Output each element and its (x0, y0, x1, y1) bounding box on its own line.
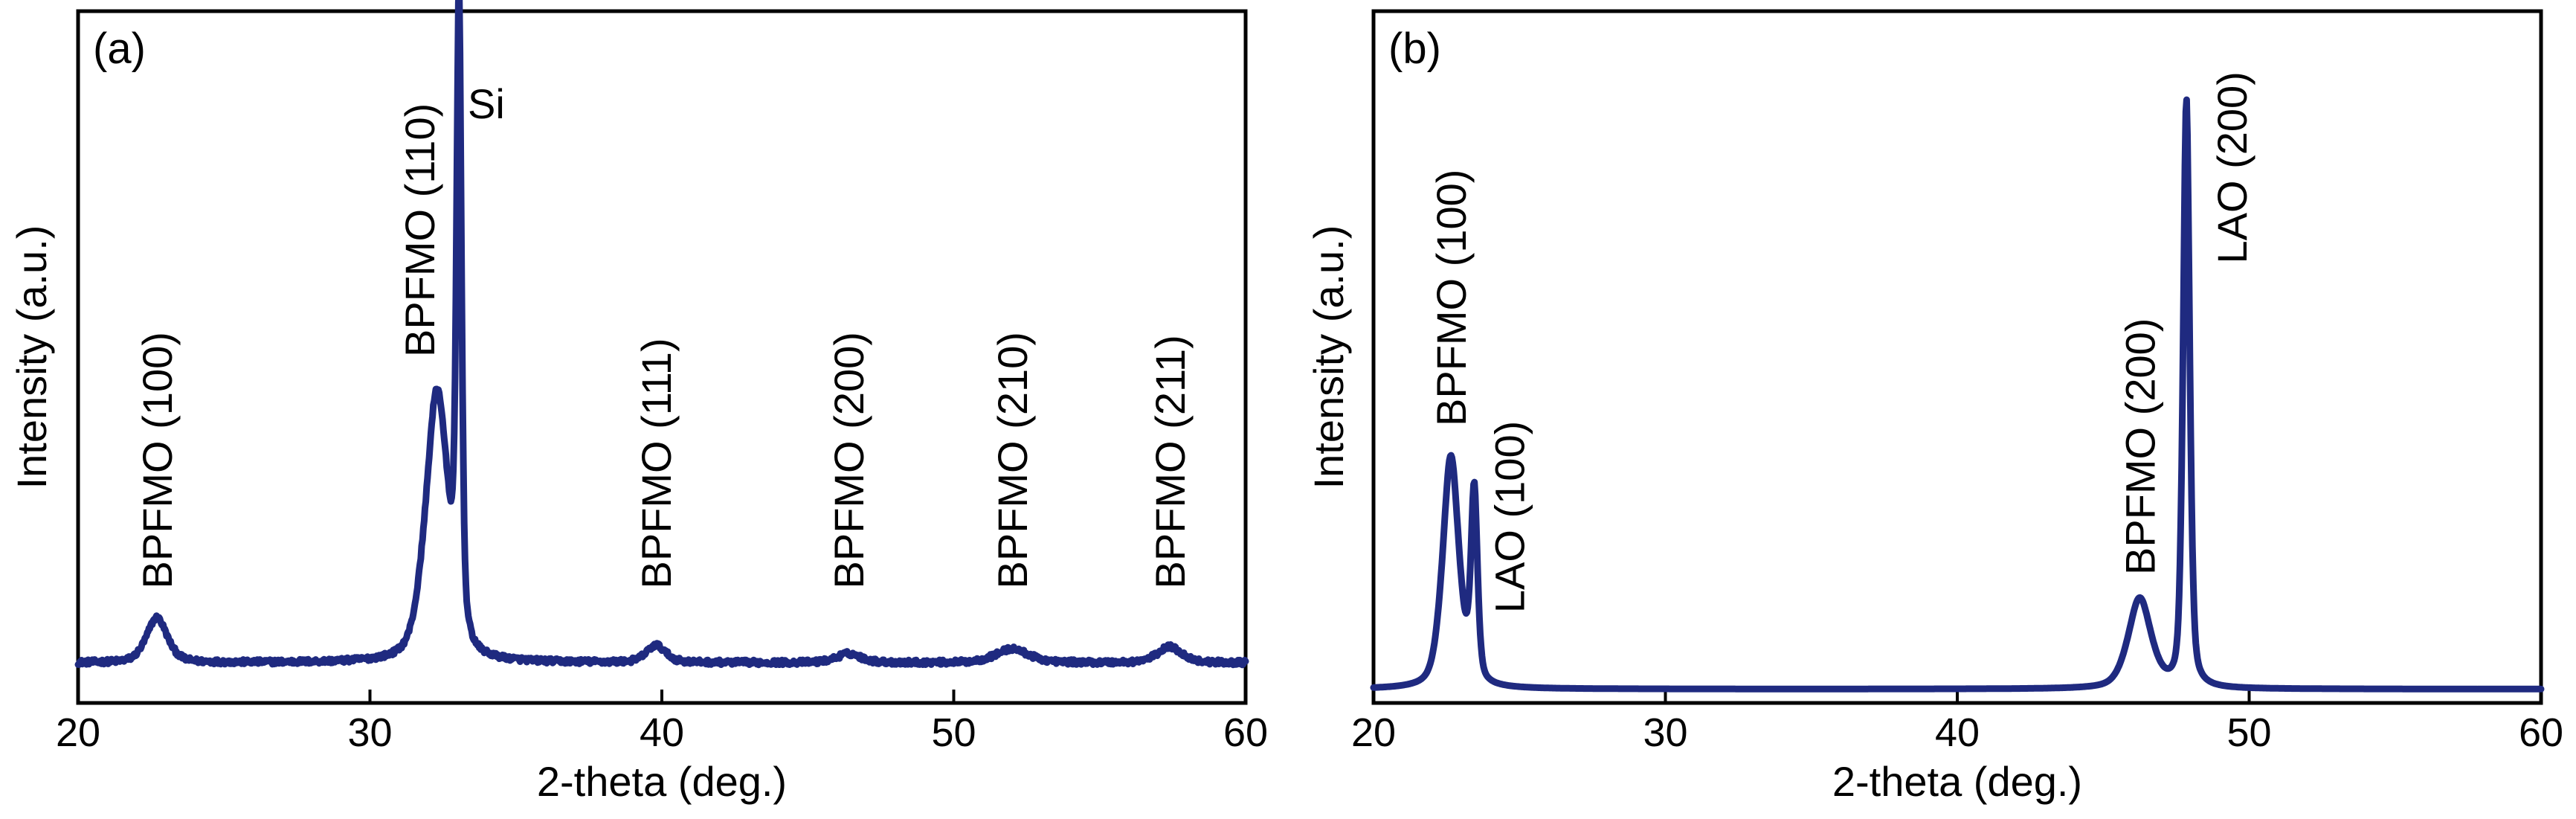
x-tick-label: 30 (347, 710, 392, 755)
panel-a-label: (a) (93, 25, 146, 73)
panel-a: (a) Intensity (a.u.) 2-theta (deg.) 20 30… (8, 0, 1268, 805)
peak-annotation: BPFMO (210) (989, 332, 1036, 588)
panel-b-xlabel: 2-theta (deg.) (1832, 758, 2082, 805)
panel-b-frame (1371, 9, 2543, 705)
peak-annotation: BPFMO (111) (633, 338, 680, 588)
peak-annotation: BPFMO (110) (396, 103, 443, 357)
peak-annotation: BPFMO (100) (134, 332, 181, 588)
x-tick-label: 30 (1643, 710, 1687, 755)
x-tick-label: 40 (1935, 710, 1980, 755)
x-tick-label: 20 (56, 710, 100, 755)
panel-b-annotations: BPFMO (100) LAO (100) BPFMO (200) LAO (200) (1428, 71, 2255, 613)
x-tick-label: 60 (2519, 710, 2563, 755)
peak-annotation: BPFMO (100) (1428, 170, 1475, 426)
panel-a-annotations: BPFMO (100) BPFMO (110) Si BPFMO (111) BPFMO… (134, 80, 1194, 588)
x-tick-label: 50 (931, 710, 976, 755)
peak-annotation: LAO (200) (2209, 71, 2255, 263)
panel-a-trace (74, 0, 1249, 669)
peak-annotation: BPFMO (211) (1147, 335, 1194, 588)
panel-a-ylabel: Intensity (a.u.) (8, 225, 55, 489)
panel-a-ticks: 20 30 40 50 60 (56, 690, 1268, 755)
x-tick-label: 20 (1351, 710, 1396, 755)
peak-annotation: LAO (100) (1487, 421, 1533, 613)
panel-b-label: (b) (1388, 25, 1441, 73)
panel-b-ylabel: Intensity (a.u.) (1305, 225, 1352, 489)
x-tick-label: 40 (640, 710, 684, 755)
panel-b-ticks: 20 30 40 50 60 (1351, 690, 2563, 755)
panel-b-trace (1370, 96, 2545, 693)
peak-annotation: Si (468, 80, 505, 127)
x-tick-label: 60 (1223, 710, 1268, 755)
peak-annotation: BPFMO (200) (2116, 318, 2163, 575)
peak-annotation: BPFMO (200) (825, 332, 872, 588)
panel-a-xlabel: 2-theta (deg.) (537, 758, 787, 805)
x-tick-label: 50 (2226, 710, 2271, 755)
panel-b: (b) Intensity (a.u.) 2-theta (deg.) 20 30… (1305, 9, 2563, 805)
